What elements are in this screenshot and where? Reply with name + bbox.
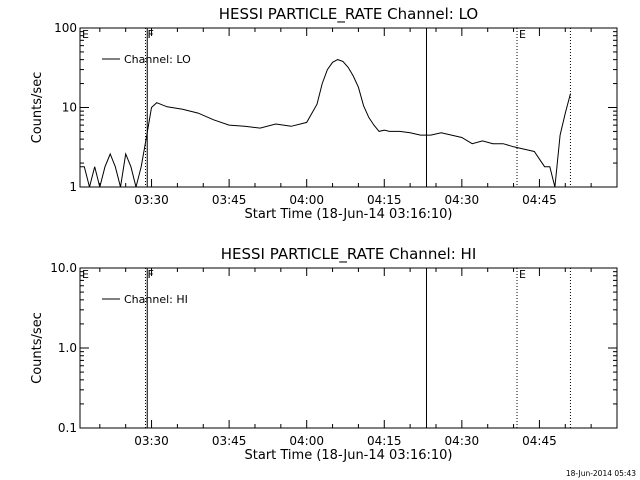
y-tick-label: 10.0 xyxy=(50,261,77,275)
chart-panel-hi: HESSI PARTICLE_RATE Channel: HI Start Tim… xyxy=(30,245,618,463)
x-tick-label: 03:45 xyxy=(212,193,247,207)
chart-title: HESSI PARTICLE_RATE Channel: HI xyxy=(221,245,477,264)
y-axis-label: Counts/sec xyxy=(30,312,45,384)
x-axis-label: Start Time (18-Jun-14 03:16:10) xyxy=(245,207,453,222)
event-marker-label: E xyxy=(519,268,526,281)
x-tick-label: 04:00 xyxy=(289,434,324,448)
x-axis-label: Start Time (18-Jun-14 03:16:10) xyxy=(245,448,453,463)
chart-panel-lo: HESSI PARTICLE_RATE Channel: LO Start Tim… xyxy=(30,5,618,222)
footer-timestamp: 18-Jun-2014 05:43 xyxy=(566,469,636,478)
x-tick-label: 04:00 xyxy=(289,193,324,207)
legend-label: Channel: LO xyxy=(124,53,191,66)
y-tick-label: 1.0 xyxy=(58,341,77,355)
x-tick-label: 04:15 xyxy=(367,193,402,207)
x-tick-label: 04:30 xyxy=(445,434,480,448)
y-axis-label: Counts/sec xyxy=(30,72,45,144)
event-marker-label: E xyxy=(82,268,89,281)
event-marker-label: F xyxy=(148,268,154,281)
x-tick-label: 04:15 xyxy=(367,434,402,448)
event-marker-label: F xyxy=(148,28,154,41)
x-tick-label: 03:45 xyxy=(212,434,247,448)
event-marker-label: E xyxy=(519,28,526,41)
series-line xyxy=(80,59,571,188)
event-marker-label: E xyxy=(82,28,89,41)
y-tick-label: 0.1 xyxy=(58,421,77,435)
x-tick-label: 03:30 xyxy=(134,434,169,448)
x-tick-label: 04:45 xyxy=(522,434,557,448)
legend-label: Channel: HI xyxy=(124,293,188,306)
x-tick-label: 04:45 xyxy=(522,193,557,207)
y-tick-label: 10 xyxy=(62,101,77,115)
plot-frame xyxy=(79,27,618,188)
x-tick-label: 03:30 xyxy=(134,193,169,207)
y-tick-label: 1 xyxy=(69,180,77,194)
x-tick-label: 04:30 xyxy=(445,193,480,207)
y-tick-label: 100 xyxy=(54,21,77,35)
chart-title: HESSI PARTICLE_RATE Channel: LO xyxy=(219,5,478,24)
plot-frame xyxy=(79,267,618,429)
